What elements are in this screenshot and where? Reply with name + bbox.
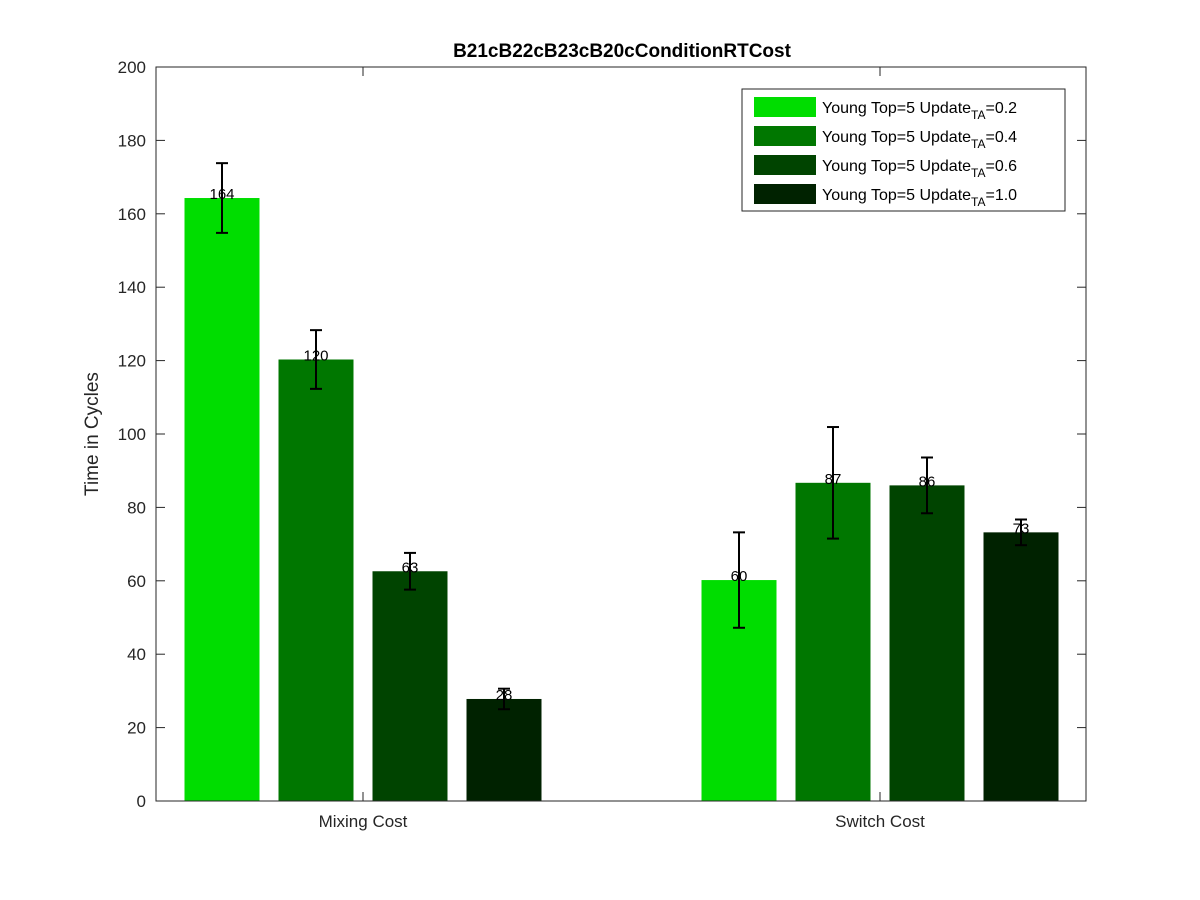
legend-swatch (754, 126, 816, 146)
legend-entry: Young Top=5 UpdateTA=1.0 (822, 187, 1017, 209)
legend: Young Top=5 UpdateTA=0.2 Young Top=5 Upda… (741, 88, 1066, 212)
bar (184, 198, 260, 802)
chart-title: B21cB22cB23cB20cConditionRTCost (453, 41, 792, 62)
x-tick-label: Mixing Cost (319, 812, 408, 831)
error-bars (216, 162, 1027, 711)
y-tick-label: 200 (118, 58, 146, 77)
y-axis-label: Time in Cycles (82, 372, 103, 496)
bar (278, 359, 354, 801)
legend-entry: Young Top=5 UpdateTA=0.2 (822, 100, 1017, 122)
bar (372, 571, 448, 801)
y-tick-label: 80 (127, 498, 146, 517)
y-tick-label: 140 (118, 278, 146, 297)
legend-entry: Young Top=5 UpdateTA=0.4 (822, 129, 1017, 151)
y-tick-label: 120 (118, 352, 146, 371)
legend-swatch (754, 184, 816, 204)
data-label: 63 (402, 559, 419, 576)
data-label: 28 (496, 687, 513, 704)
y-tick-label: 60 (127, 572, 146, 591)
bar (466, 698, 542, 801)
data-label: 60 (731, 568, 748, 585)
legend-swatch (754, 97, 816, 117)
bar (889, 485, 965, 801)
x-tick-label: Switch Cost (835, 812, 925, 831)
data-label: 120 (303, 347, 328, 364)
y-tick-label: 20 (127, 719, 146, 738)
y-tick-label: 40 (127, 645, 146, 664)
plot-frame (155, 66, 1087, 802)
data-label: 87 (825, 471, 842, 488)
legend-entry: Young Top=5 UpdateTA=0.6 (822, 158, 1017, 180)
bar (983, 532, 1059, 801)
y-tick-label: 100 (118, 425, 146, 444)
legend-swatch (754, 155, 816, 175)
axis-ticks: 0 20 40 60 80 100 120 140 160 180 200 Mixing Cost Sw… (118, 58, 1086, 831)
y-tick-label: 0 (137, 792, 146, 811)
data-label: 73 (1013, 520, 1030, 537)
data-labels: 164 60 120 87 63 86 28 73 (209, 186, 1029, 704)
data-label: 164 (209, 186, 234, 203)
y-tick-label: 180 (118, 131, 146, 150)
y-tick-label: 160 (118, 205, 146, 224)
data-label: 86 (919, 473, 936, 490)
